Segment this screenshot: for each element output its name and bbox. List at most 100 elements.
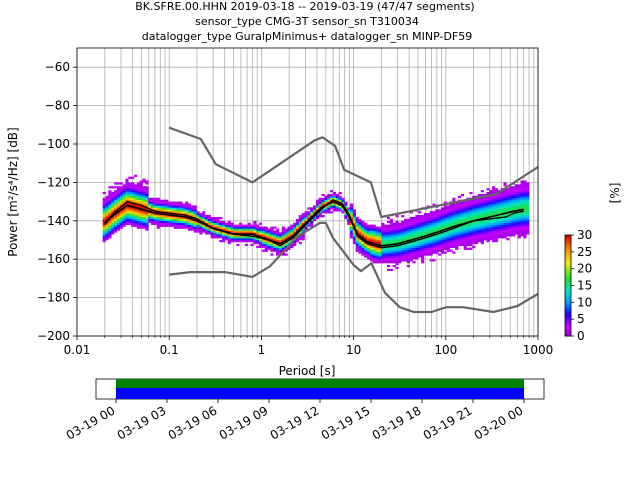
heatmap-cell	[136, 215, 140, 218]
heatmap-cell	[230, 228, 234, 231]
heatmap-cell	[122, 184, 126, 187]
heatmap-cell	[421, 259, 425, 262]
heatmap-cell	[116, 222, 121, 225]
heatmap-cell	[355, 222, 359, 225]
heatmap-cell	[253, 224, 257, 227]
heatmap-cell	[406, 245, 410, 248]
heatmap-cell	[458, 203, 462, 206]
heatmap-cell	[253, 228, 257, 231]
heatmap-cell	[168, 209, 172, 212]
heatmap-cell	[355, 216, 359, 220]
heatmap-cell	[497, 222, 501, 225]
heatmap-cell	[401, 245, 405, 248]
heatmap-cell	[446, 243, 450, 247]
heatmap-cell	[293, 240, 297, 243]
colorbar-swatch	[565, 300, 571, 303]
heatmap-cell	[304, 215, 308, 218]
heatmap-cell	[421, 251, 425, 254]
heatmap-cell	[514, 188, 518, 191]
heatmap-cell	[290, 230, 294, 233]
heatmap-cell	[295, 234, 300, 237]
heatmap-cell	[526, 211, 530, 214]
heatmap-cell	[523, 222, 527, 225]
heatmap-cell	[381, 245, 385, 248]
heatmap-cell	[108, 224, 112, 227]
heatmap-cell	[412, 228, 416, 231]
heatmap-cell	[497, 236, 501, 239]
heatmap-cell	[483, 197, 487, 200]
heatmap-cell	[398, 232, 402, 235]
heatmap-cell	[179, 220, 183, 224]
heatmap-cell	[497, 215, 501, 218]
heatmap-cell	[196, 228, 200, 231]
heatmap-cell	[469, 211, 473, 214]
heatmap-cell	[179, 207, 183, 210]
heatmap-cell	[409, 253, 413, 256]
heatmap-cell	[367, 255, 371, 258]
heatmap-cell	[216, 220, 220, 224]
heatmap-cell	[378, 240, 382, 243]
heatmap-cell	[392, 245, 396, 248]
heatmap-cell	[398, 228, 402, 231]
heatmap-cell	[423, 220, 428, 224]
heatmap-cell	[412, 234, 416, 237]
heatmap-cell	[489, 209, 493, 212]
heatmap-cell	[244, 226, 248, 229]
heatmap-cell	[367, 236, 371, 239]
heatmap-cell	[503, 192, 507, 195]
heatmap-cell	[321, 209, 325, 212]
heatmap-cell	[165, 201, 169, 204]
heatmap-cell	[182, 207, 186, 210]
heatmap-cell	[182, 209, 186, 212]
heatmap-cell	[256, 238, 260, 241]
heatmap-cell	[520, 226, 524, 229]
colorbar-swatch	[565, 272, 571, 275]
heatmap-cell	[176, 203, 180, 206]
heatmap-cell	[190, 226, 194, 229]
heatmap-cell	[358, 218, 362, 222]
heatmap-cell	[452, 215, 456, 218]
heatmap-cell	[489, 232, 493, 235]
heatmap-cell	[284, 232, 288, 235]
heatmap-cell	[139, 216, 143, 220]
heatmap-cell	[247, 230, 251, 233]
heatmap-cell	[111, 228, 115, 231]
heatmap-cell	[503, 207, 507, 210]
heatmap-cell	[452, 205, 456, 208]
heatmap-cell	[449, 230, 453, 233]
heatmap-cell	[500, 197, 504, 200]
heatmap-cell	[102, 215, 106, 218]
heatmap-cell	[452, 240, 456, 243]
heatmap-cell	[361, 241, 365, 245]
heatmap-cell	[492, 218, 496, 222]
heatmap-cell	[304, 224, 308, 227]
heatmap-cell	[440, 209, 445, 212]
heatmap-cell	[503, 197, 507, 200]
heatmap-cell	[116, 195, 121, 199]
heatmap-cell	[395, 241, 399, 245]
heatmap-cell	[227, 226, 231, 229]
heatmap-cell	[475, 203, 479, 206]
colorbar-swatch	[565, 330, 571, 334]
heatmap-cell	[432, 211, 436, 214]
heatmap-cell	[111, 230, 115, 233]
heatmap-cell	[170, 201, 175, 204]
heatmap-cell	[347, 207, 351, 210]
heatmap-cell	[426, 228, 430, 231]
heatmap-cell	[261, 243, 266, 247]
colorbar-swatch	[565, 280, 571, 283]
colorbar-swatch	[565, 283, 571, 286]
heatmap-cell	[372, 232, 376, 235]
heatmap-cell	[335, 195, 339, 199]
heatmap-cell	[219, 234, 223, 237]
heatmap-cell	[168, 218, 172, 222]
heatmap-cell	[159, 201, 163, 204]
heatmap-cell	[327, 199, 331, 202]
heatmap-cell	[423, 222, 428, 225]
heatmap-cell	[216, 218, 220, 222]
heatmap-cell	[219, 226, 223, 229]
heatmap-cell	[429, 211, 433, 214]
heatmap-cell	[207, 218, 212, 222]
heatmap-cell	[480, 241, 484, 245]
heatmap-cell	[105, 230, 109, 233]
